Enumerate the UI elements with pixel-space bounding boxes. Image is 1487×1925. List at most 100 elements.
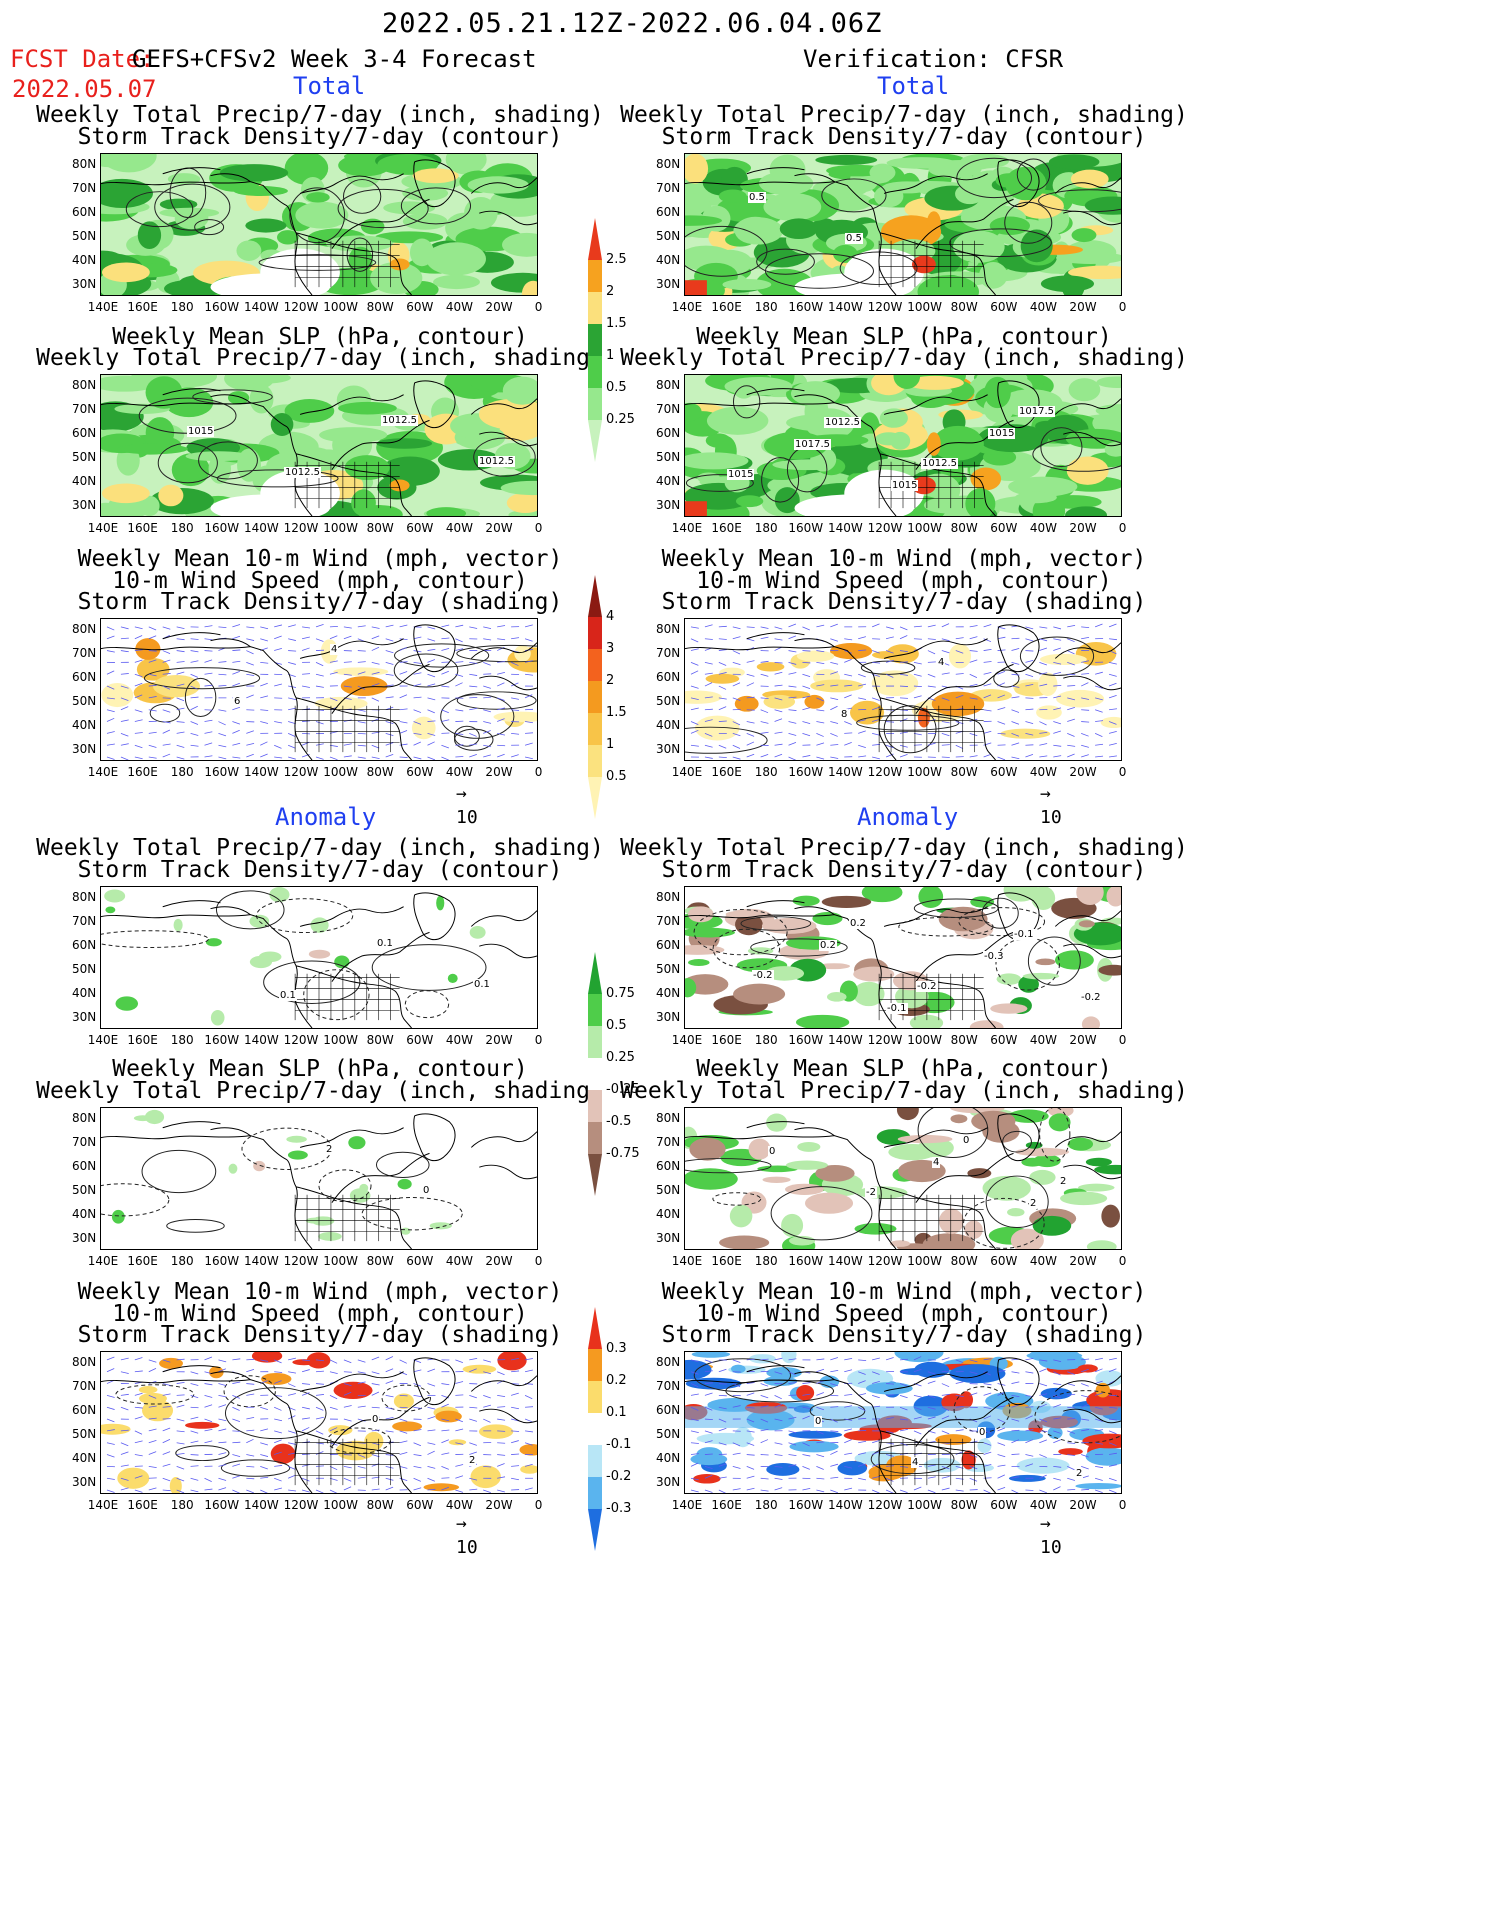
contour-label: 0 xyxy=(768,1146,777,1157)
colorbar-swatch xyxy=(588,994,602,1026)
longitude-tick-label: 80W xyxy=(366,300,394,314)
longitude-tick-label: 180 xyxy=(170,521,194,535)
panel-title-line: Weekly Total Precip/7-day (inch, shading… xyxy=(36,1078,604,1104)
colorbar-swatch xyxy=(588,260,602,292)
latitude-tick-label: 40N xyxy=(656,986,681,1000)
longitude-tick-label: 180 xyxy=(754,1498,778,1512)
longitude-tick-label: 160W xyxy=(204,1254,240,1268)
latitude-tick-label: 60N xyxy=(72,938,97,952)
latitude-tick-label: 70N xyxy=(72,402,97,416)
contour-label: -0.2 xyxy=(1080,992,1102,1003)
longitude-tick-label: 180 xyxy=(754,765,778,779)
map-field xyxy=(685,1352,1121,1493)
latitude-tick-label: 80N xyxy=(72,157,97,171)
colorbar-label: 0.2 xyxy=(606,1373,627,1388)
latitude-tick-label: 70N xyxy=(72,1379,97,1393)
longitude-tick-label: 0 xyxy=(534,1498,543,1512)
longitude-tick-label: 40W xyxy=(445,1498,473,1512)
latitude-tick-label: 50N xyxy=(72,694,97,708)
longitude-tick-label: 160E xyxy=(127,1498,158,1512)
contour-label: 2 xyxy=(1075,1468,1084,1479)
latitude-tick-label: 30N xyxy=(72,277,97,291)
panel-title-line: Weekly Total Precip/7-day (inch, shading… xyxy=(620,1078,1188,1104)
latitude-tick-label: 80N xyxy=(656,378,681,392)
latitude-tick-label: 30N xyxy=(72,498,97,512)
latitude-tick-label: 50N xyxy=(656,694,681,708)
contour-label: -0.3 xyxy=(983,951,1005,962)
colorbar-label: -0.75 xyxy=(606,1146,640,1161)
longitude-tick-label: 100W xyxy=(323,1033,358,1047)
section-anomaly-left: Anomaly xyxy=(275,803,377,831)
contour-label: 1012.5 xyxy=(381,415,418,426)
longitude-tick-label: 160E xyxy=(127,765,158,779)
colorbar-label: 0.25 xyxy=(606,412,635,427)
colorbar-label: 1 xyxy=(606,737,615,752)
longitude-tick-label: 100W xyxy=(323,1498,358,1512)
longitude-tick-label: 80W xyxy=(950,300,978,314)
contour-label: -0.1 xyxy=(1013,929,1035,940)
latitude-tick-label: 70N xyxy=(72,646,97,660)
longitude-tick-label: 0 xyxy=(1118,300,1127,314)
colorbar-label: -0.2 xyxy=(606,1469,632,1484)
ver-slp-precip-anomaly-map: 4 2 0 -2 0 2 xyxy=(684,1107,1122,1250)
colorbar-label: 0.5 xyxy=(606,1018,627,1033)
longitude-tick-label: 160W xyxy=(204,521,240,535)
latitude-tick-label: 30N xyxy=(72,1231,97,1245)
latitude-tick-label: 40N xyxy=(72,253,97,267)
latitude-tick-label: 80N xyxy=(72,1355,97,1369)
latitude-tick-label: 80N xyxy=(72,1111,97,1125)
longitude-tick-label: 140E xyxy=(87,765,119,779)
colorbar-swatch xyxy=(588,777,602,819)
contour-label: -0.2 xyxy=(916,981,938,992)
verification-label: Verification: CFSR xyxy=(803,45,1064,73)
colorbar-swatch xyxy=(588,1307,602,1349)
longitude-tick-label: 140W xyxy=(828,300,863,314)
latitude-tick-label: 40N xyxy=(72,474,97,488)
colorbar-label: 0.3 xyxy=(606,1341,627,1356)
longitude-tick-label: 160E xyxy=(711,765,742,779)
longitude-tick-label: 60W xyxy=(990,1033,1018,1047)
latitude-tick-label: 70N xyxy=(656,914,681,928)
panel-title-line: Storm Track Density/7-day (contour) xyxy=(77,124,563,150)
contour-label: 1012.5 xyxy=(478,456,515,467)
colorbar-swatch xyxy=(588,1349,602,1381)
ver-slp-precip-total-map: 1017.5 1015 1015 1015 1012.5 1012.5 1017.5 xyxy=(684,374,1122,517)
longitude-tick-label: 60W xyxy=(406,521,434,535)
longitude-tick-label: 20W xyxy=(1069,300,1097,314)
latitude-tick-label: 50N xyxy=(72,1427,97,1441)
contour-label: 1015 xyxy=(727,469,755,480)
latitude-tick-label: 50N xyxy=(656,1427,681,1441)
longitude-tick-label: 60W xyxy=(990,1254,1018,1268)
colorbar-swatch xyxy=(588,324,602,356)
colorbar-label: 1 xyxy=(606,348,615,363)
longitude-tick-label: 160W xyxy=(204,1033,240,1047)
latitude-tick-label: 60N xyxy=(72,426,97,440)
fcst-date-label: FCST Date: xyxy=(10,45,155,73)
colorbar-label: -0.25 xyxy=(606,1082,640,1097)
latitude-tick-label: 80N xyxy=(72,378,97,392)
longitude-tick-label: 180 xyxy=(170,1254,194,1268)
longitude-tick-label: 180 xyxy=(754,1254,778,1268)
longitude-tick-label: 140E xyxy=(671,765,703,779)
latitude-tick-label: 80N xyxy=(656,1355,681,1369)
latitude-tick-label: 60N xyxy=(72,1403,97,1417)
latitude-tick-label: 50N xyxy=(72,229,97,243)
vector-reference: → 10 xyxy=(1040,783,1062,828)
colorbar-swatch xyxy=(588,1026,602,1058)
longitude-tick-label: 40W xyxy=(1029,765,1057,779)
longitude-tick-label: 140W xyxy=(828,1033,863,1047)
latitude-tick-label: 30N xyxy=(656,498,681,512)
longitude-tick-label: 120W xyxy=(867,300,903,314)
map-field xyxy=(101,375,537,516)
vector-reference: → 10 xyxy=(1040,1513,1062,1558)
longitude-tick-label: 140E xyxy=(87,521,119,535)
map-field xyxy=(101,154,537,295)
longitude-tick-label: 20W xyxy=(1069,765,1097,779)
longitude-tick-label: 100W xyxy=(907,1254,942,1268)
panel-title-line: Storm Track Density/7-day (contour) xyxy=(661,124,1147,150)
section-anomaly-right: Anomaly xyxy=(857,803,959,831)
colorbar-label: -0.3 xyxy=(606,1501,632,1516)
